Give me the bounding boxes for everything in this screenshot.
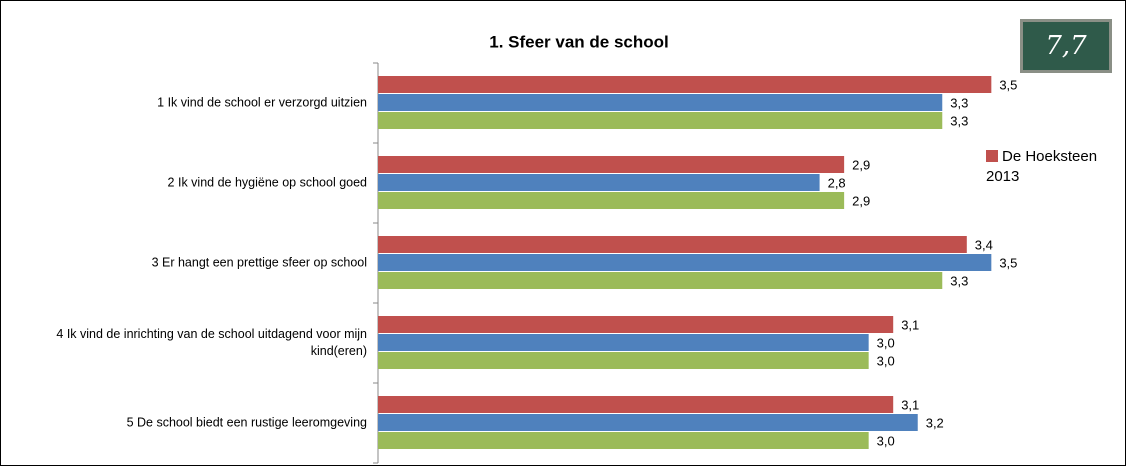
bar xyxy=(378,112,943,129)
value-label: 3,5 xyxy=(999,77,1017,92)
chart-title: 1. Sfeer van de school xyxy=(489,32,669,51)
value-label: 2,9 xyxy=(852,157,870,172)
value-label: 3,3 xyxy=(950,273,968,288)
bar xyxy=(378,174,820,191)
bar xyxy=(378,316,894,333)
y-tick-label: 5 De school biedt een rustige leeromgevi… xyxy=(126,415,367,430)
value-label: 3,0 xyxy=(877,335,895,350)
value-label: 3,1 xyxy=(901,397,919,412)
value-label: 2,9 xyxy=(852,193,870,208)
bar xyxy=(378,94,943,111)
bar xyxy=(378,236,967,253)
legend-label: De Hoeksteen 2013 xyxy=(986,148,1098,185)
y-tick-label: 2 Ik vind de hygiëne op school goed xyxy=(167,175,367,190)
value-label: 3,5 xyxy=(999,255,1017,270)
legend: De Hoeksteen 2013 xyxy=(986,147,1125,187)
value-label: 3,3 xyxy=(950,95,968,110)
value-label: 3,1 xyxy=(901,317,919,332)
bar xyxy=(378,396,894,413)
value-label: 3,3 xyxy=(950,113,968,128)
y-tick-label: 4 Ik vind de inrichting van de school ui… xyxy=(56,327,367,358)
value-label: 3,2 xyxy=(926,415,944,430)
legend-swatch xyxy=(986,150,998,162)
bar xyxy=(378,156,845,173)
bar xyxy=(378,414,918,431)
value-label: 2,8 xyxy=(828,175,846,190)
y-tick-label: 3 Er hangt een prettige sfeer op school xyxy=(151,255,367,270)
bar xyxy=(378,334,869,351)
value-label: 3,0 xyxy=(877,353,895,368)
bar xyxy=(378,352,869,369)
value-label: 3,4 xyxy=(975,237,993,252)
bar xyxy=(378,192,845,209)
bar xyxy=(378,272,943,289)
value-label: 3,0 xyxy=(877,433,895,448)
bar xyxy=(378,254,992,271)
bar xyxy=(378,432,869,449)
score-badge: 7,7 xyxy=(1020,19,1112,73)
y-tick-label: 1 Ik vind de school er verzorgd uitzien xyxy=(157,95,367,110)
bar xyxy=(378,76,992,93)
legend-item: De Hoeksteen 2013 xyxy=(986,147,1125,187)
